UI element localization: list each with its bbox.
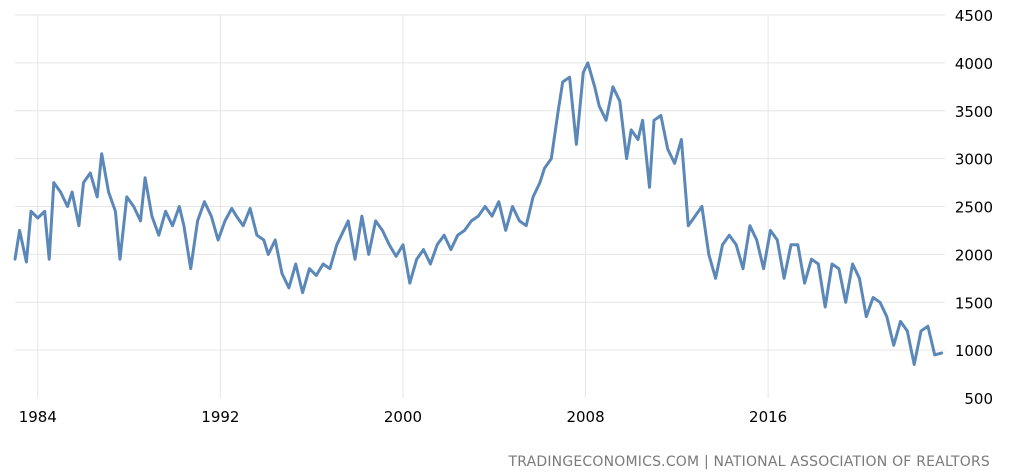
y-tick-label: 2000 (955, 246, 993, 264)
x-tick-label: 1992 (201, 408, 239, 426)
y-tick-label: 2500 (955, 199, 993, 217)
x-tick-label: 2016 (749, 408, 787, 426)
series-layer (13, 61, 944, 366)
y-tick-label: 1500 (955, 294, 993, 312)
x-tick-label: 1984 (19, 408, 57, 426)
grid (15, 14, 945, 398)
y-tick-label: 4000 (955, 55, 993, 73)
x-tick-label: 2000 (384, 408, 422, 426)
x-tick-label: 2008 (566, 408, 604, 426)
series-line (13, 61, 944, 366)
y-tick-label: 4500 (955, 7, 993, 25)
y-tick-label: 3500 (955, 103, 993, 121)
y-tick-label: 3000 (955, 151, 993, 169)
source-credit: TRADINGECONOMICS.COM | NATIONAL ASSOCIAT… (507, 454, 990, 470)
y-axis-ticks: 500 1000 1500 2000 2500 3000 3500 4000 4500 (955, 7, 993, 408)
y-tick-label: 500 (964, 390, 993, 408)
x-axis-ticks: 1984 1992 2000 2008 2016 (19, 408, 787, 426)
y-tick-label: 1000 (955, 342, 993, 360)
